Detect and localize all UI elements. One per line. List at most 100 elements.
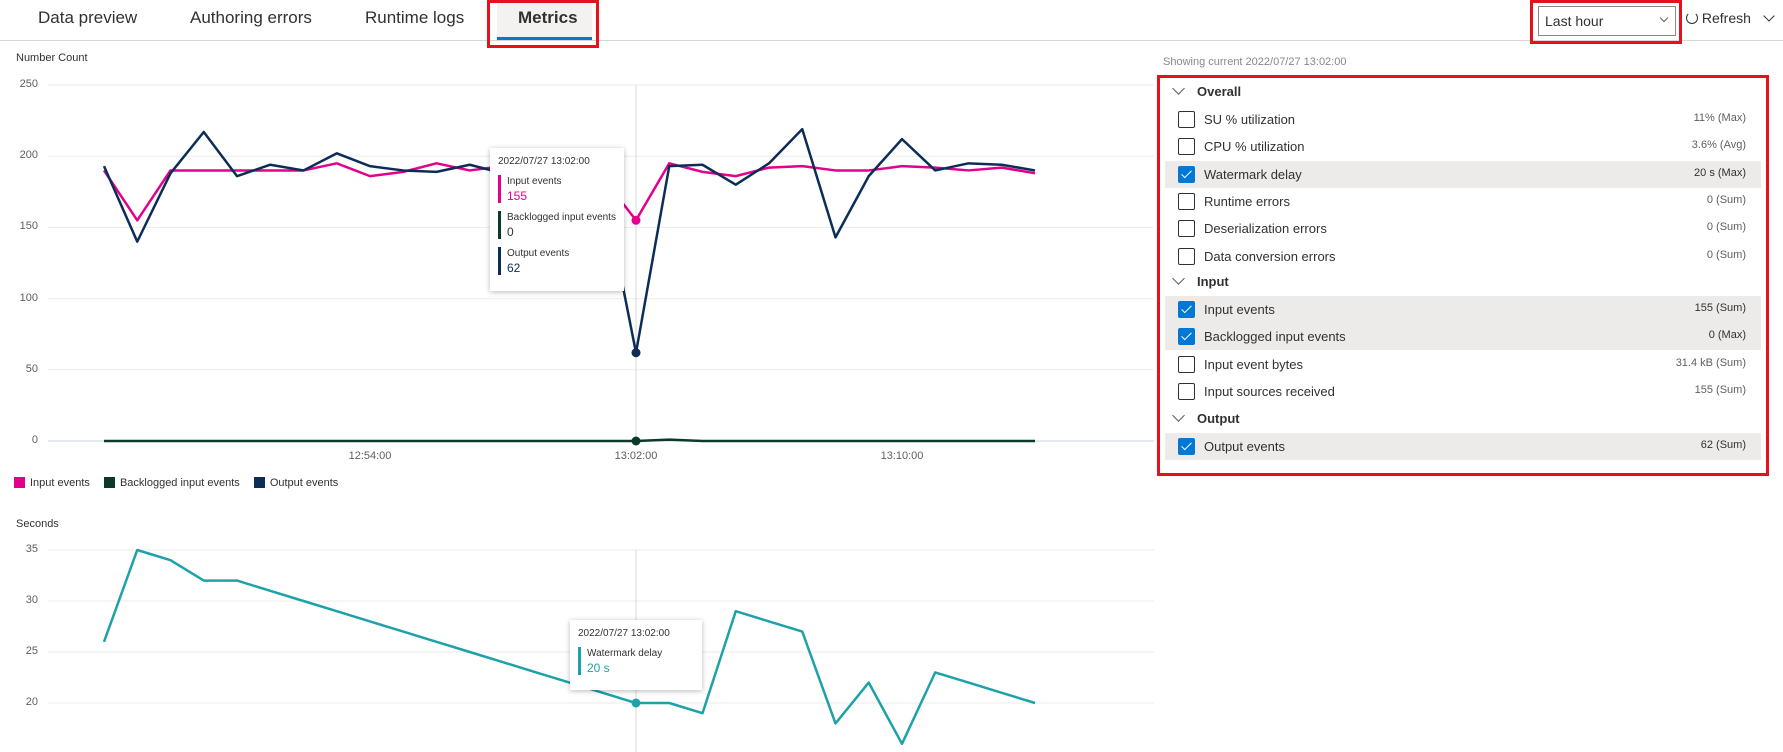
metric-row-input-sources-received[interactable]: Input sources received 155 (Sum) <box>1165 378 1761 405</box>
metric-checkbox[interactable] <box>1178 111 1195 128</box>
expand-chevron-icon[interactable] <box>1763 10 1775 22</box>
hover-point <box>631 698 641 708</box>
metric-row-su-utilization[interactable]: SU % utilization 11% (Max) <box>1165 106 1761 133</box>
metric-label: Watermark delay <box>1204 166 1302 182</box>
metric-checkbox[interactable] <box>1178 438 1195 455</box>
metric-value: 31.4 kB (Sum) <box>1675 356 1746 369</box>
metric-label: SU % utilization <box>1204 112 1296 127</box>
metric-row-input-events[interactable]: Input events 155 (Sum) <box>1165 296 1761 323</box>
hover-point <box>631 215 641 225</box>
metric-row-watermark-delay[interactable]: Watermark delay 20 s (Max) <box>1165 160 1761 188</box>
metrics-charts <box>48 84 1154 752</box>
metric-value: 155 (Sum) <box>1694 383 1746 396</box>
metric-label: CPU % utilization <box>1204 139 1305 155</box>
series-line-backlogged-input-events <box>104 438 1035 443</box>
y-tick-label: 35 <box>25 543 38 555</box>
legend-output-events[interactable]: Output events <box>253 477 338 489</box>
section-input[interactable]: Input <box>1172 272 1229 289</box>
highlight-box <box>1530 0 1682 44</box>
legend-swatch <box>253 477 265 488</box>
tooltip-label: Watermark delay <box>587 648 663 659</box>
highlight-box <box>1157 75 1769 476</box>
metric-row-output-events[interactable]: Output events 62 (Sum) <box>1165 433 1761 460</box>
y-tick-label: 30 <box>25 594 38 606</box>
chart1-tooltip: 2022/07/27 13:02:00 Input events 155 Back… <box>490 148 624 291</box>
chart2-tooltip: 2022/07/27 13:02:00 Watermark delay 20 s <box>570 620 702 690</box>
legend-input-events[interactable]: Input events <box>14 477 90 489</box>
metric-checkbox[interactable] <box>1178 382 1195 400</box>
refresh-button[interactable]: Refresh <box>1686 10 1751 26</box>
metric-checkbox[interactable] <box>1178 220 1195 238</box>
active-tab-indicator <box>497 37 592 40</box>
tooltip-label: Output events <box>507 248 570 259</box>
y-tick-label: 50 <box>25 362 38 375</box>
x-tick-label: 13:02:00 <box>614 450 658 462</box>
section-output[interactable]: Output <box>1172 409 1240 426</box>
metric-value: 0 (Sum) <box>1706 193 1746 206</box>
series-line-watermark-delay <box>102 548 1036 746</box>
metric-checkbox[interactable] <box>1178 328 1195 346</box>
hover-point <box>631 348 641 358</box>
metric-label: Deserialization errors <box>1204 221 1327 237</box>
legend-backlogged-input-events[interactable]: Backlogged input events <box>103 477 240 489</box>
chart1-ylabel: Number Count <box>16 52 88 64</box>
tab-authoring-errors[interactable]: Authoring errors <box>190 8 312 27</box>
metric-checkbox[interactable] <box>1178 165 1195 183</box>
metric-checkbox[interactable] <box>1178 355 1195 373</box>
metric-checkbox[interactable] <box>1178 247 1195 265</box>
metric-checkbox[interactable] <box>1178 138 1195 156</box>
tooltip-label: Backlogged input events <box>507 212 616 223</box>
metric-value: 0 (Sum) <box>1706 248 1746 261</box>
y-tick-label: 0 <box>31 434 38 446</box>
metric-checkbox[interactable] <box>1178 192 1195 210</box>
metric-value: 20 s (Max) <box>1694 166 1746 179</box>
time-range-value: Last hour <box>1545 13 1604 29</box>
y-tick-label: 100 <box>19 291 38 304</box>
metric-row-data-conversion-errors[interactable]: Data conversion errors 0 (Sum) <box>1165 243 1761 270</box>
chart2-ylabel: Seconds <box>16 518 59 530</box>
hover-point <box>631 436 641 446</box>
tab-divider <box>0 40 1783 41</box>
section-overall[interactable]: Overall <box>1172 82 1241 99</box>
metric-value: 0 (Max) <box>1708 329 1746 342</box>
metric-label: Input sources received <box>1204 383 1335 399</box>
metric-label: Input events <box>1204 302 1275 317</box>
x-tick-label: 12:54:00 <box>348 450 392 462</box>
metric-row-backlogged-input-events[interactable]: Backlogged input events 0 (Max) <box>1165 323 1761 351</box>
metric-value: 62 (Sum) <box>1700 439 1746 451</box>
legend-swatch <box>103 477 115 488</box>
metric-label: Input event bytes <box>1204 356 1304 372</box>
tab-runtime-logs[interactable]: Runtime logs <box>365 8 465 27</box>
y-tick-label: 20 <box>25 696 38 708</box>
chart1-legend: Input events Backlogged input events Out… <box>14 477 338 489</box>
tab-metrics[interactable]: Metrics <box>518 8 578 27</box>
metric-label: Runtime errors <box>1204 193 1290 209</box>
metric-value: 155 (Sum) <box>1694 302 1746 314</box>
metric-row-input-event-bytes[interactable]: Input event bytes 31.4 kB (Sum) <box>1165 351 1761 378</box>
metric-row-runtime-errors[interactable]: Runtime errors 0 (Sum) <box>1165 188 1761 215</box>
metric-checkbox[interactable] <box>1178 301 1195 318</box>
metric-row-cpu-utilization[interactable]: CPU % utilization 3.6% (Avg) <box>1165 133 1761 160</box>
showing-current-label: Showing current 2022/07/27 13:02:00 <box>1163 56 1347 68</box>
metric-label: Backlogged input events <box>1204 329 1346 345</box>
metric-value: 0 (Sum) <box>1706 221 1746 234</box>
y-tick-label: 250 <box>19 78 38 90</box>
tooltip-time: 2022/07/27 13:02:00 <box>578 628 670 639</box>
legend-swatch <box>14 477 25 488</box>
tooltip-time: 2022/07/27 13:02:00 <box>498 156 590 167</box>
y-tick-label: 150 <box>19 220 38 233</box>
refresh-icon <box>1686 12 1698 24</box>
x-tick-label: 13:10:00 <box>880 450 924 462</box>
refresh-label: Refresh <box>1701 10 1751 26</box>
tooltip-label: Input events <box>507 176 562 187</box>
metric-label: Data conversion errors <box>1204 248 1336 264</box>
tooltip-value: 0 <box>507 225 514 239</box>
tab-metrics-bg <box>497 0 592 40</box>
tooltip-value: 62 <box>507 261 521 275</box>
tab-data-preview[interactable]: Data preview <box>38 8 138 27</box>
y-tick-label: 25 <box>25 645 38 657</box>
tooltip-value: 20 s <box>587 661 610 675</box>
metric-row-deserialization-errors[interactable]: Deserialization errors 0 (Sum) <box>1165 215 1761 242</box>
time-range-dropdown[interactable]: Last hour <box>1538 6 1676 36</box>
metric-value: 11% (Max) <box>1693 112 1746 124</box>
